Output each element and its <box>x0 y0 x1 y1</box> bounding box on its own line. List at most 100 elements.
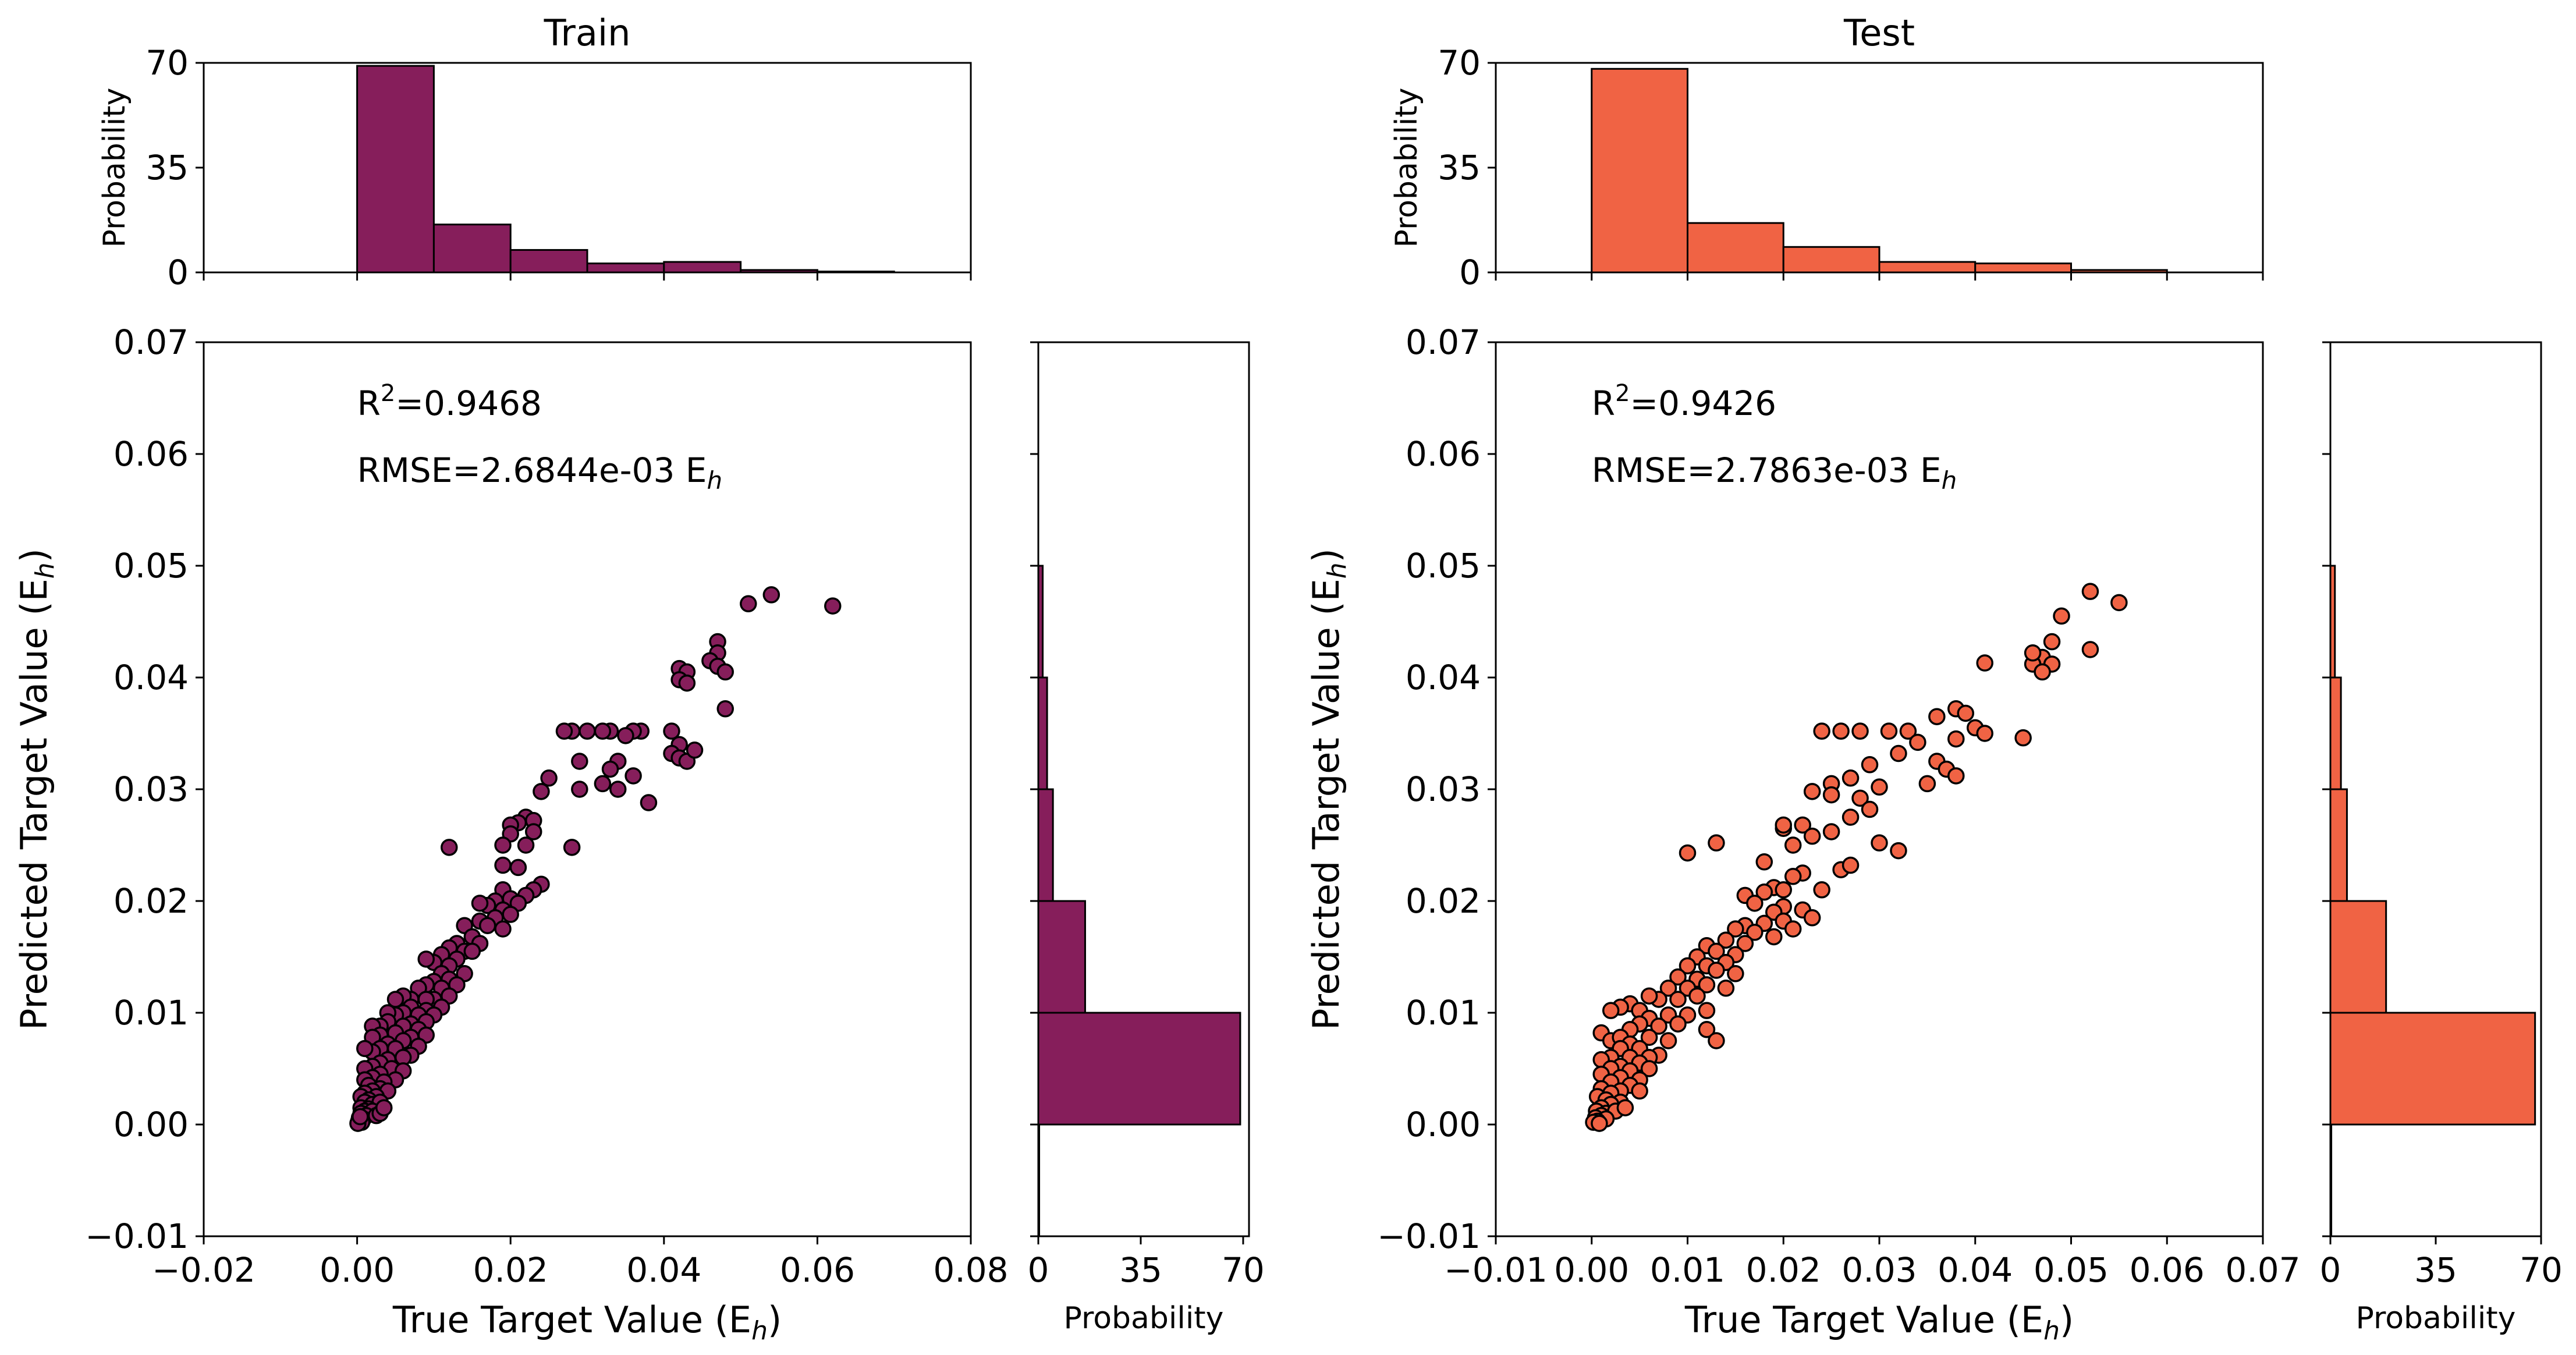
test-scatter-point <box>1784 868 1802 885</box>
train-scatter-point <box>594 722 612 740</box>
test-scatter-point <box>1890 744 1907 762</box>
train-top-hist-bar <box>663 261 742 274</box>
test-xlabel-paren: ) <box>2060 1299 2074 1341</box>
test-scatter-point <box>1871 834 1888 852</box>
train-ylabel-sub: h <box>30 562 60 579</box>
train-scatter-point <box>571 753 588 770</box>
train-scatter-point <box>533 783 550 800</box>
train-scatter-point <box>463 942 481 960</box>
test-xtick-label: 0.07 <box>2225 1250 2300 1290</box>
test-scatter-point <box>1727 965 1744 982</box>
test-scatter-point <box>1688 987 1706 1005</box>
test-scatter-point <box>1841 856 1860 874</box>
train-top-hist-ytick-label: 0 <box>167 253 189 292</box>
test-scatter-point <box>1591 1115 1608 1132</box>
train-r2-text: R2=0.9468 <box>357 380 542 423</box>
test-top-hist-bar <box>1591 68 1688 274</box>
test-scatter-point <box>1679 844 1697 862</box>
test-xtick-label: 0.00 <box>1554 1250 1629 1290</box>
test-scatter-point <box>1698 1021 1716 1038</box>
test-r2-text: R2=0.9426 <box>1592 380 1776 423</box>
train-scatter-point <box>601 760 619 778</box>
test-right-hist-xtick-label: 0 <box>2320 1250 2341 1290</box>
test-xtick-label: −0.01 <box>1444 1250 1548 1290</box>
train-rmse-sub: h <box>707 466 722 495</box>
test-scatter-point <box>1890 842 1907 860</box>
train-ytick-label: 0.05 <box>113 546 189 586</box>
train-right-hist-bar <box>1037 676 1048 790</box>
test-scatter-point <box>1832 722 1850 740</box>
train-scatter-point <box>716 663 734 681</box>
test-ylabel-sub: h <box>1322 562 1352 579</box>
train-scatter-point <box>609 781 627 798</box>
test-right-hist-xlabel: Probability <box>2356 1301 2516 1336</box>
train-xtick-label: 0.02 <box>473 1250 548 1290</box>
test-scatter-point <box>1957 704 1975 722</box>
train-scatter-point <box>494 856 512 874</box>
train-scatter-point <box>716 700 734 718</box>
test-scatter-point <box>1746 924 1764 941</box>
train-xlabel: True Target Value (Eh) <box>392 1299 782 1346</box>
train-scatter-point <box>441 839 458 856</box>
train-scatter-point <box>678 674 696 692</box>
test-scatter-point <box>2024 644 2042 662</box>
test-scatter-point <box>1650 1017 1667 1035</box>
test-scatter-point <box>1861 756 1879 774</box>
test-scatter-point <box>1708 834 1725 852</box>
train-right-hist-xtick-label: 0 <box>1028 1250 1049 1290</box>
test-top-hist-bar <box>1687 222 1784 274</box>
test-ylabel-main: Predicted Target Value (E <box>1305 579 1347 1030</box>
test-scatter-point <box>1794 816 1811 834</box>
test-rmse-sub: h <box>1942 466 1957 495</box>
test-scatter-point <box>1708 962 1725 979</box>
train-scatter-point <box>356 1040 374 1058</box>
train-ytick-label: 0.01 <box>113 993 189 1033</box>
test-scatter-point <box>2043 633 2061 651</box>
test-ytick-label: 0.04 <box>1406 658 1481 697</box>
test-scatter-point <box>1803 783 1821 800</box>
test-scatter-point <box>1698 1002 1716 1019</box>
test-right-hist-bar <box>2329 676 2342 790</box>
test-scatter-point <box>1640 1028 1658 1046</box>
test-scatter-point <box>1851 722 1869 740</box>
train-scatter-point <box>594 775 612 793</box>
test-scatter-point <box>1803 827 1821 845</box>
train-scatter-point <box>663 722 680 740</box>
train-scatter-point <box>417 950 435 968</box>
test-right-hist-bar <box>2329 1012 2536 1126</box>
train-scatter-point <box>494 920 512 938</box>
train-ylabel-main: Predicted Target Value (E <box>13 579 55 1030</box>
test-title: Test <box>1843 12 1915 54</box>
train-scatter-point <box>540 769 558 787</box>
train-scatter-point <box>740 595 757 613</box>
test-scatter-point <box>1746 895 1764 912</box>
test-scatter-point <box>1851 789 1869 807</box>
test-scatter-point <box>1717 980 1735 997</box>
test-scatter-point <box>1669 968 1687 986</box>
train-scatter-point <box>478 917 496 934</box>
test-right-hist-xtick-label: 70 <box>2520 1250 2563 1290</box>
test-scatter-point <box>1659 1032 1677 1049</box>
test-scatter-point <box>1669 991 1687 1008</box>
train-rmse-main: RMSE=2.6844e-03 E <box>357 451 707 490</box>
test-scatter-point <box>1640 1060 1658 1077</box>
train-right-hist-bar <box>1037 788 1054 902</box>
train-xtick-label: 0.00 <box>320 1250 395 1290</box>
test-scatter-point <box>1775 816 1792 834</box>
train-rmse-text: RMSE=2.6844e-03 Eh <box>357 451 722 495</box>
train-xlabel-main: True Target Value (E <box>392 1299 751 1341</box>
test-xtick-label: 0.02 <box>1746 1250 1821 1290</box>
test-ylabel: Predicted Target Value (Eh) <box>1305 548 1352 1030</box>
test-scatter-point <box>1947 730 1965 748</box>
train-right-hist-bar <box>1037 1012 1241 1126</box>
test-xtick-label: 0.03 <box>1841 1250 1917 1290</box>
train-scatter-point <box>509 859 527 877</box>
train-r2-sup: 2 <box>381 380 395 407</box>
test-xtick-label: 0.05 <box>2034 1250 2109 1290</box>
train-scatter-point <box>502 906 519 923</box>
test-scatter-point <box>1841 808 1860 826</box>
train-scatter-point <box>571 781 588 798</box>
test-scatter-point <box>2110 594 2128 612</box>
test-r2-sup: 2 <box>1615 380 1630 407</box>
train-ytick-label: 0.03 <box>113 769 189 809</box>
